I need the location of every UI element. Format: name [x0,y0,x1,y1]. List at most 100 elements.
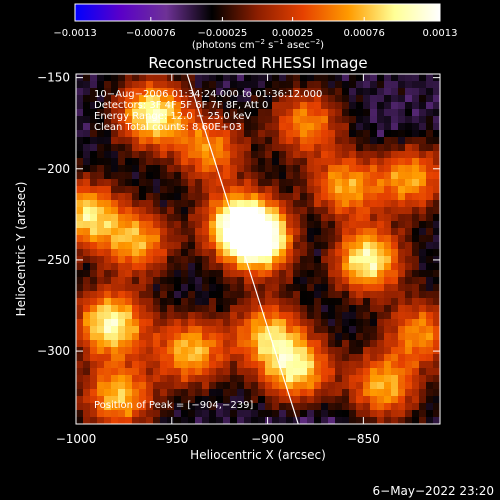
heatmap-cell [251,389,259,397]
heatmap-cell [174,242,182,250]
heatmap-cell [328,298,336,306]
heatmap-cell [104,165,112,173]
heatmap-cell [118,151,126,159]
heatmap-cell [426,333,434,341]
heatmap-cell [160,137,168,145]
heatmap-cell [244,214,252,222]
heatmap-cell [258,116,266,124]
heatmap-cell [363,340,371,348]
heatmap-cell [146,130,154,138]
heatmap-cell [83,354,91,362]
heatmap-cell [370,375,378,383]
heatmap-cell [118,214,126,222]
heatmap-cell [216,74,224,82]
heatmap-cell [223,298,231,306]
heatmap-cell [181,193,189,201]
heatmap-cell [125,151,133,159]
heatmap-cell [83,277,91,285]
heatmap-cell [146,368,154,376]
heatmap-cell [307,186,315,194]
heatmap-cell [146,109,154,117]
heatmap-cell [76,270,84,278]
heatmap-cell [125,165,133,173]
heatmap-cell [195,200,203,208]
heatmap-cell [307,214,315,222]
heatmap-cell [146,74,154,82]
heatmap-cell [146,228,154,236]
heatmap-cell [314,74,322,82]
heatmap-cell [286,368,294,376]
heatmap-cell [370,193,378,201]
heatmap-cell [111,158,119,166]
heatmap-cell [272,109,280,117]
heatmap-cell [153,256,161,264]
heatmap-cell [328,116,336,124]
heatmap-cell [181,130,189,138]
heatmap-cell [293,235,301,243]
heatmap-cell [398,368,406,376]
heatmap-cell [398,193,406,201]
heatmap-cell [118,144,126,152]
heatmap-cell [209,312,217,320]
heatmap-cell [104,130,112,138]
y-tick-label: −300 [37,344,70,358]
heatmap-cell [244,186,252,194]
heatmap-cell [384,88,392,96]
heatmap-cell [195,319,203,327]
heatmap-cell [384,193,392,201]
heatmap-cell [349,319,357,327]
heatmap-cell [307,326,315,334]
heatmap-cell [153,375,161,383]
heatmap-cell [398,277,406,285]
heatmap-cell [153,102,161,110]
heatmap-cell [76,277,84,285]
heatmap-cell [216,116,224,124]
heatmap-cell [398,417,406,424]
heatmap-cell [223,88,231,96]
heatmap-cell [258,165,266,173]
heatmap-cell [132,186,140,194]
heatmap-cell [321,403,329,411]
heatmap-cell [391,116,399,124]
heatmap-cell [377,137,385,145]
heatmap-cell [258,179,266,187]
heatmap-cell [223,214,231,222]
heatmap-cell [195,242,203,250]
heatmap-cell [167,375,175,383]
heatmap-cell [118,193,126,201]
heatmap-cell [97,368,105,376]
heatmap-cell [384,165,392,173]
heatmap-cell [286,403,294,411]
heatmap-cell [90,81,98,89]
heatmap-cell [300,263,308,271]
heatmap-cell [314,354,322,362]
heatmap-cell [258,417,266,424]
heatmap-cell [118,354,126,362]
heatmap-cell [76,249,84,257]
heatmap-cell [202,186,210,194]
heatmap-cell [125,235,133,243]
heatmap-cell [335,193,343,201]
heatmap-cell [349,95,357,103]
heatmap-cell [363,319,371,327]
heatmap-cell [188,235,196,243]
heatmap-cell [76,410,84,418]
heatmap-cell [209,228,217,236]
heatmap-cell [391,291,399,299]
heatmap-cell [370,396,378,404]
heatmap-cell [167,389,175,397]
heatmap-cell [314,193,322,201]
heatmap-cell [76,375,84,383]
heatmap-cell [377,305,385,313]
heatmap-cell [209,354,217,362]
heatmap-cell [272,116,280,124]
heatmap-cell [237,123,245,131]
heatmap-cell [146,249,154,257]
heatmap-cell [146,88,154,96]
heatmap-cell [286,81,294,89]
heatmap-cell [251,144,259,152]
heatmap-cell [286,347,294,355]
heatmap-cell [398,172,406,180]
heatmap-cell [111,277,119,285]
heatmap-cell [377,207,385,215]
